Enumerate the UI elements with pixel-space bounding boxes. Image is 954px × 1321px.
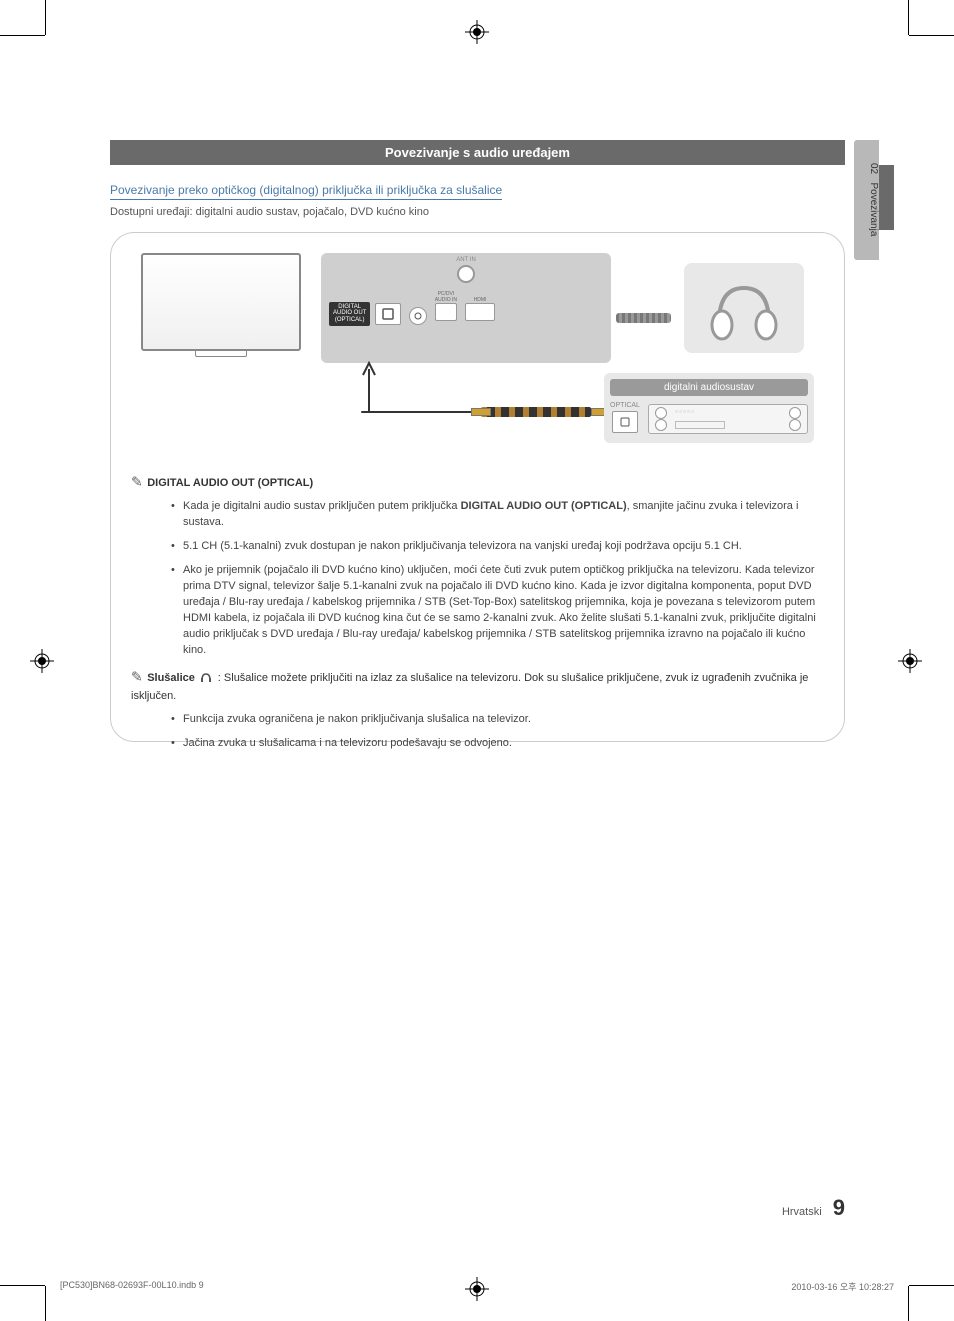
receiver-slot xyxy=(675,421,725,429)
receiver-knob xyxy=(655,407,667,419)
cable-plug-icon xyxy=(471,408,491,416)
registration-mark-icon xyxy=(898,649,922,673)
pcdvi-label: PC/DVI AUDIO IN xyxy=(435,291,457,303)
registration-mark-icon xyxy=(465,20,489,44)
crop-mark xyxy=(909,1285,954,1286)
optical-cable xyxy=(481,407,591,417)
page-number: 9 xyxy=(833,1195,845,1220)
bullet-item: Ako je prijemnik (pojačalo ili DVD kućno… xyxy=(171,563,824,659)
registration-mark-icon xyxy=(30,649,54,673)
digital-bullets: Kada je digitalni audio sustav priključe… xyxy=(171,499,824,658)
note-icon: ✎ xyxy=(131,473,143,489)
receiver-indicators: ○○○○○ xyxy=(675,409,695,415)
page-footer: Hrvatski 9 xyxy=(110,1195,845,1221)
receiver-knob xyxy=(789,407,801,419)
headphones-icon xyxy=(199,671,213,683)
receiver-optical-port xyxy=(612,411,638,433)
optical-port xyxy=(375,303,401,325)
bullet-item: 5.1 CH (5.1-kanalni) zvuk dostupan je na… xyxy=(171,539,824,555)
bullet-item: Kada je digitalni audio sustav priključe… xyxy=(171,499,824,531)
headphone-port xyxy=(409,307,427,325)
digital-audio-label: DIGITAL AUDIO OUT (OPTICAL) xyxy=(329,302,370,326)
receiver-title: digitalni audiosustav xyxy=(610,379,808,396)
receiver-knob xyxy=(655,419,667,431)
receiver-panel: ○○○○○ xyxy=(648,404,808,434)
crop-mark xyxy=(45,1286,46,1321)
receiver-optical-label: OPTICAL xyxy=(610,402,640,409)
note-icon: ✎ xyxy=(131,669,143,685)
section-number: 02 xyxy=(868,163,879,174)
pcdvi-port xyxy=(435,303,457,321)
crop-mark xyxy=(0,1285,45,1286)
headphones-text: : Slušalice možete priključiti na izlaz … xyxy=(131,672,808,702)
print-timestamp: 2010-03-16 오후 10:28:27 xyxy=(791,1280,894,1293)
tv-icon xyxy=(141,253,301,351)
section-label: Povezivanja xyxy=(868,183,879,237)
language-label: Hrvatski xyxy=(782,1206,822,1218)
crop-mark xyxy=(0,35,45,36)
bullet-item: Jačina zvuka u slušalicama i na televizo… xyxy=(171,736,824,752)
ant-in-port xyxy=(457,265,475,283)
section-tab-accent xyxy=(879,165,894,230)
audio-receiver: digitalni audiosustav OPTICAL ○○○○○ xyxy=(604,373,814,443)
crop-mark xyxy=(908,0,909,35)
headphone-cable xyxy=(616,313,671,323)
tv-backpanel: ANT IN DIGITAL AUDIO OUT (OPTICAL) PC/DV… xyxy=(321,253,611,363)
headphones-bullets: Funkcija zvuka ograničena je nakon prikl… xyxy=(171,712,824,752)
connection-diagram: ANT IN DIGITAL AUDIO OUT (OPTICAL) PC/DV… xyxy=(110,232,845,742)
section-header: Povezivanje s audio uređajem xyxy=(110,140,845,165)
subheading: Povezivanje preko optičkog (digitalnog) … xyxy=(110,183,502,200)
print-file: [PC530]BN68-02693F-00L10.indb 9 xyxy=(60,1280,204,1293)
arrow-up-icon xyxy=(361,361,377,411)
print-footer: [PC530]BN68-02693F-00L10.indb 9 2010-03-… xyxy=(60,1280,894,1293)
crop-mark xyxy=(45,0,46,35)
page-content: Povezivanje s audio uređajem Povezivanje… xyxy=(110,140,845,742)
hdmi-port xyxy=(465,303,495,321)
bullet-item: Funkcija zvuka ograničena je nakon prikl… xyxy=(171,712,824,728)
section-tab: 02 Povezivanja xyxy=(854,140,879,260)
headphones-icon xyxy=(684,263,804,353)
headphones-label: Slušalice xyxy=(147,672,195,684)
receiver-knob xyxy=(789,419,801,431)
crop-mark xyxy=(909,35,954,36)
ant-in-label: ANT IN xyxy=(456,257,476,263)
note-heading-digital: DIGITAL AUDIO OUT (OPTICAL) xyxy=(147,477,313,489)
crop-mark xyxy=(908,1286,909,1321)
available-devices: Dostupni uređaji: digitalni audio sustav… xyxy=(110,206,845,218)
